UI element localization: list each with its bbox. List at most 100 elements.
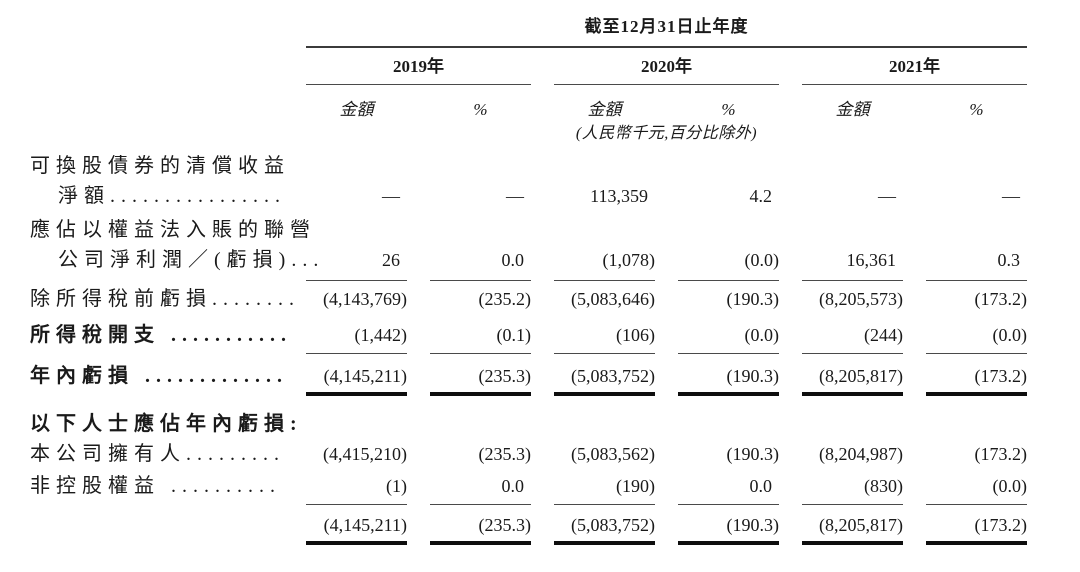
double-rule xyxy=(306,392,407,396)
rule-row xyxy=(30,280,1080,281)
value-cell: 0.0 xyxy=(501,250,525,270)
row-label: 可換股債券的清償收益 淨額................ xyxy=(30,155,290,207)
value-cell: (235.3) xyxy=(478,515,532,535)
value-cell: (106) xyxy=(616,325,655,345)
table-row: 本公司擁有人......... (4,415,210) (235.3) (5,0… xyxy=(30,436,1080,466)
value-cell: 4.2 xyxy=(749,186,773,206)
value-cell: (1) xyxy=(386,476,407,496)
double-rule xyxy=(306,541,407,545)
row-label: 非控股權益 .......... xyxy=(30,475,281,497)
value-cell: (830) xyxy=(864,476,903,496)
value-cell: (0.0) xyxy=(744,325,780,345)
value-cell: (1,442) xyxy=(354,325,408,345)
units-note: (人民幣千元,百分比除外) xyxy=(575,125,758,142)
single-rule xyxy=(678,504,779,505)
single-rule xyxy=(926,280,1027,281)
row-label: 本公司擁有人......... xyxy=(30,443,285,465)
year-2021: 2021年 xyxy=(889,57,940,76)
value-cell: (173.2) xyxy=(974,444,1028,464)
double-rule xyxy=(430,541,531,545)
value-cell: — xyxy=(878,186,896,206)
double-rule xyxy=(802,541,903,545)
single-rule xyxy=(678,353,779,354)
value-cell: (190.3) xyxy=(726,289,780,309)
value-cell: (173.2) xyxy=(974,515,1028,535)
row-label: 所得稅開支 ........... xyxy=(30,324,292,346)
double-rule xyxy=(554,392,655,396)
col-header-percent-2020: % xyxy=(721,100,736,119)
value-cell: (235.2) xyxy=(478,289,532,309)
table-header-period: 截至12月31日止年度 xyxy=(30,16,1080,38)
table-row: 年內虧損 ............. (4,145,211) (235.3) (… xyxy=(30,354,1080,388)
section-header-label: 以下人士應佔年內虧損: xyxy=(30,413,303,435)
value-cell: 0.3 xyxy=(997,250,1021,270)
value-cell: (244) xyxy=(864,325,903,345)
year-2019: 2019年 xyxy=(393,57,444,76)
value-cell: (5,083,752) xyxy=(571,366,655,386)
value-cell: (4,145,211) xyxy=(323,366,407,386)
table-row: 除所得稅前虧損........ (4,143,769) (235.2) (5,0… xyxy=(30,281,1080,311)
double-rule xyxy=(926,541,1027,545)
single-rule xyxy=(306,280,407,281)
value-cell: (190) xyxy=(616,476,655,496)
value-cell: (235.3) xyxy=(478,444,532,464)
single-rule xyxy=(926,353,1027,354)
value-cell: — xyxy=(506,186,524,206)
value-cell: (8,205,817) xyxy=(819,366,903,386)
year-header-row: 2019年 2020年 2021年 xyxy=(30,48,1080,78)
table-row-total: (4,145,211) (235.3) (5,083,752) (190.3) … xyxy=(30,505,1080,537)
year-rule-2019 xyxy=(306,84,531,85)
header-rule-row xyxy=(30,38,1080,48)
double-rule xyxy=(678,392,779,396)
row-label: 除所得稅前虧損........ xyxy=(30,288,300,310)
value-cell: (0.0) xyxy=(992,325,1028,345)
value-cell: (0.0) xyxy=(992,476,1028,496)
table-row: 可換股債券的清償收益 淨額................ — — 113,35… xyxy=(30,145,1080,211)
value-cell: 0.0 xyxy=(749,476,773,496)
value-cell: (5,083,562) xyxy=(571,444,655,464)
value-cell: (4,143,769) xyxy=(323,289,407,309)
year-rule-row xyxy=(30,78,1080,85)
single-rule xyxy=(306,504,407,505)
double-rule xyxy=(926,392,1027,396)
rule-row xyxy=(30,353,1080,354)
value-cell: (0.0) xyxy=(744,250,780,270)
units-note-row: (人民幣千元,百分比除外) xyxy=(30,121,1080,145)
rule-row xyxy=(30,504,1080,505)
value-cell: (5,083,752) xyxy=(571,515,655,535)
double-rule xyxy=(678,541,779,545)
single-rule xyxy=(554,353,655,354)
value-cell: 113,359 xyxy=(590,186,648,206)
single-rule xyxy=(430,353,531,354)
row-label: 應佔以權益法入賬的聯營 公司淨利潤／(虧損)... xyxy=(30,219,325,271)
value-cell: 26 xyxy=(382,250,400,270)
value-cell: (190.3) xyxy=(726,444,780,464)
single-rule xyxy=(802,504,903,505)
value-cell: (235.3) xyxy=(478,366,532,386)
value-cell: (190.3) xyxy=(726,515,780,535)
value-cell: (173.2) xyxy=(974,289,1028,309)
double-rule-row xyxy=(30,392,1080,396)
value-cell: (190.3) xyxy=(726,366,780,386)
single-rule xyxy=(926,504,1027,505)
col-header-amount-2019: 金額 xyxy=(339,100,374,119)
table-row: 非控股權益 .......... (1) 0.0 (190) 0.0 (830)… xyxy=(30,466,1080,498)
header-rule xyxy=(306,46,1027,48)
double-rule xyxy=(802,392,903,396)
year-rule-2021 xyxy=(802,84,1027,85)
single-rule xyxy=(554,504,655,505)
period-title: 截至12月31日止年度 xyxy=(584,17,749,36)
double-rule-row xyxy=(30,541,1080,545)
year-2020: 2020年 xyxy=(641,57,692,76)
year-rule-2020 xyxy=(554,84,779,85)
double-rule xyxy=(430,392,531,396)
table-row: 應佔以權益法入賬的聯營 公司淨利潤／(虧損)... 26 0.0 (1,078)… xyxy=(30,211,1080,275)
single-rule xyxy=(430,504,531,505)
value-cell: (8,204,987) xyxy=(819,444,903,464)
single-rule xyxy=(554,280,655,281)
section-header-row: 以下人士應佔年內虧損: xyxy=(30,396,1080,436)
value-cell: (4,415,210) xyxy=(323,444,407,464)
value-cell: (1,078) xyxy=(602,250,656,270)
column-subheader-row: 金額 % 金額 % 金額 % xyxy=(30,85,1080,121)
